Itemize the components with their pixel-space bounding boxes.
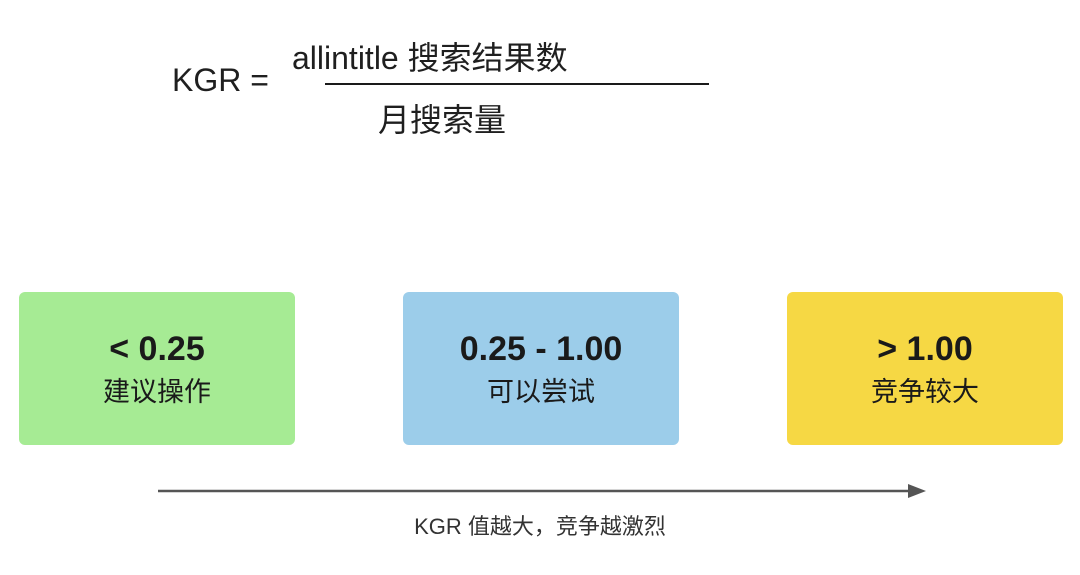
- scale-arrow-head: [908, 484, 926, 498]
- formula-numerator: allintitle 搜索结果数: [292, 40, 568, 76]
- range-box-mid: 0.25 - 1.00 可以尝试: [403, 292, 679, 445]
- kgr-formula: KGR = allintitle 搜索结果数 月搜索量: [0, 0, 1080, 160]
- range-value: < 0.25: [109, 329, 205, 368]
- range-box-low: < 0.25 建议操作: [19, 292, 295, 445]
- scale-caption: KGR 值越大，竞争越激烈: [414, 514, 666, 539]
- scale-arrow: [158, 484, 926, 498]
- range-value: 0.25 - 1.00: [459, 329, 623, 368]
- range-value: > 1.00: [877, 329, 973, 368]
- fraction-bar: [325, 83, 709, 85]
- formula-denominator: 月搜索量: [378, 102, 507, 138]
- range-label: 可以尝试: [487, 376, 595, 407]
- range-label: 竞争较大: [871, 376, 979, 407]
- range-label: 建议操作: [103, 376, 211, 407]
- range-box-high: > 1.00 竞争较大: [787, 292, 1063, 445]
- formula-lhs: KGR =: [172, 62, 269, 98]
